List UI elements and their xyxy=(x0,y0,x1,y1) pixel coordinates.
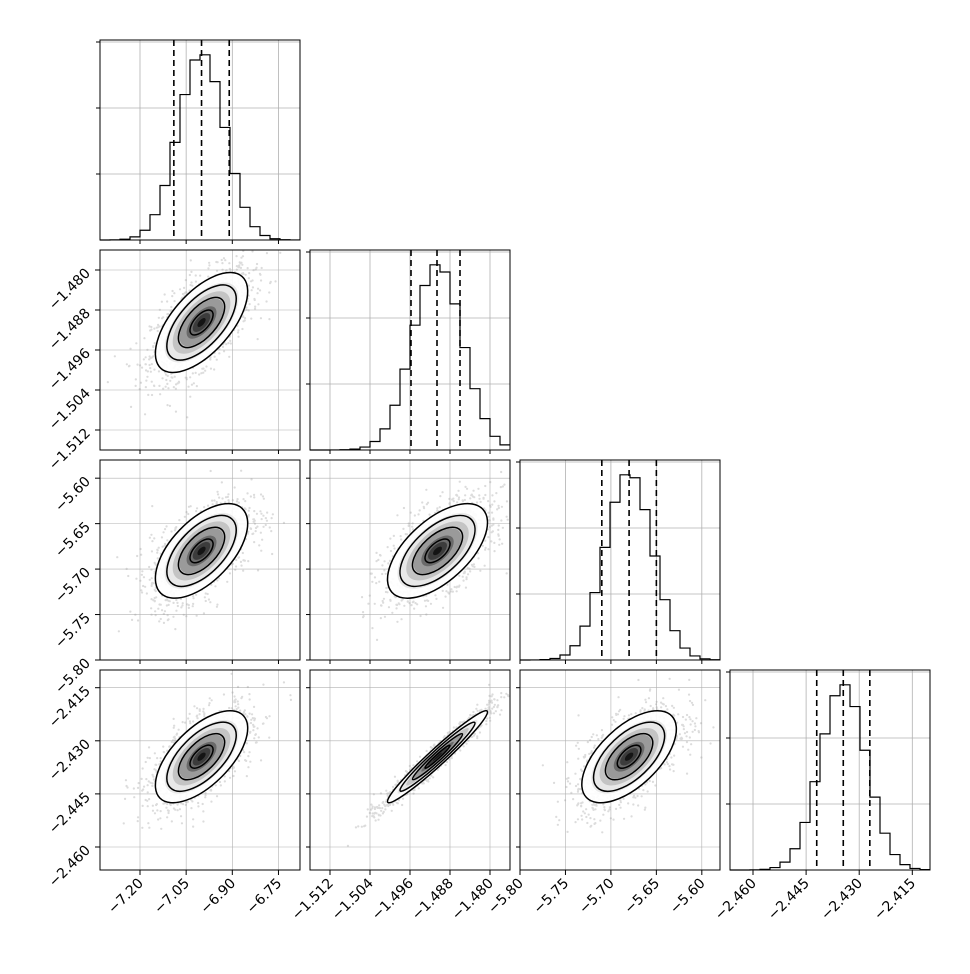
contour-3 xyxy=(581,709,678,804)
panel-3-1 xyxy=(309,669,511,871)
contour-3 xyxy=(154,502,249,599)
x-tick-label: −7.20 xyxy=(105,876,147,918)
contour-1 xyxy=(411,732,464,781)
density-level-6 xyxy=(624,752,634,761)
panel-frame-3-0 xyxy=(99,669,301,871)
y-tick-label: −1.504 xyxy=(46,385,94,433)
y-tick-label: −1.480 xyxy=(46,266,94,314)
contour-0 xyxy=(189,744,214,769)
panel-content-3-1 xyxy=(310,670,510,870)
y-tick-label: −5.60 xyxy=(52,474,94,516)
x-tick-label: −2.460 xyxy=(712,876,760,924)
x-tick-label: −1.480 xyxy=(449,876,497,924)
panel-1-0 xyxy=(99,249,301,451)
y-tick-label: −2.445 xyxy=(46,789,94,837)
y-tick-label: −1.496 xyxy=(46,345,94,393)
panel-2-1 xyxy=(309,459,511,661)
contour-2 xyxy=(592,721,666,792)
contour-1 xyxy=(177,732,226,781)
panel-3-2 xyxy=(519,669,721,871)
contour-0 xyxy=(424,744,451,769)
x-tick-label: −6.75 xyxy=(244,876,286,918)
density-level-6 xyxy=(197,317,206,327)
x-tick-label: −1.496 xyxy=(369,875,417,923)
contour-3 xyxy=(386,709,489,804)
hist-panel-2 xyxy=(516,459,721,661)
x-tick-label: −1.504 xyxy=(329,875,377,923)
hist-panel-3 xyxy=(726,669,931,871)
x-tick-label: −5.75 xyxy=(531,876,573,918)
y-tick-label: −5.70 xyxy=(52,565,94,607)
panel-2-0 xyxy=(99,459,301,661)
y-tick-label: −5.65 xyxy=(52,519,94,561)
y-tick-label: −5.75 xyxy=(52,610,94,652)
density-level-6 xyxy=(197,546,206,556)
contour-1 xyxy=(177,526,226,576)
panel-content-2-0 xyxy=(100,460,300,660)
contour-0 xyxy=(189,309,214,336)
x-tick-label: −5.65 xyxy=(622,876,664,918)
panel-content-3-0 xyxy=(100,670,300,870)
panel-content-1-0 xyxy=(100,250,300,450)
panel-content-3-2 xyxy=(520,670,720,870)
x-tick-label: −2.415 xyxy=(871,876,919,924)
contour-2 xyxy=(166,514,237,588)
contour-2 xyxy=(399,721,476,792)
contour-1 xyxy=(177,296,226,349)
hist-frame-3 xyxy=(729,669,931,871)
x-tick-label: −5.70 xyxy=(576,876,618,918)
panel-frame-3-2 xyxy=(519,669,721,871)
contour-1 xyxy=(411,526,464,576)
contour-0 xyxy=(424,538,451,564)
contour-1 xyxy=(604,732,654,781)
x-tick-label: −6.90 xyxy=(197,876,239,918)
x-tick-label: −2.445 xyxy=(765,876,813,924)
panel-content-2-1 xyxy=(310,460,510,660)
x-tick-label: −1.488 xyxy=(409,876,457,924)
hist-panel-0 xyxy=(96,39,301,241)
x-tick-label: −2.430 xyxy=(818,876,866,924)
contour-0 xyxy=(189,538,214,564)
y-tick-label: −2.430 xyxy=(46,736,94,784)
contour-3 xyxy=(154,709,249,804)
panel-frame-2-0 xyxy=(99,459,301,661)
contour-3 xyxy=(386,502,489,599)
hist-frame-0 xyxy=(99,39,301,241)
contour-3 xyxy=(154,271,249,374)
hist-frame-2 xyxy=(519,459,721,661)
x-tick-label: −7.05 xyxy=(151,876,193,918)
contour-2 xyxy=(166,721,237,792)
histogram-0 xyxy=(100,54,300,241)
histogram-2 xyxy=(520,474,720,661)
y-tick-label: −1.512 xyxy=(46,426,94,474)
x-tick-label: −1.512 xyxy=(289,876,337,924)
y-tick-label: −2.460 xyxy=(46,843,94,891)
panel-3-0 xyxy=(99,669,301,871)
density-level-6 xyxy=(432,752,442,761)
contour-2 xyxy=(166,284,237,361)
x-tick-label: −5.60 xyxy=(667,876,709,918)
density-level-6 xyxy=(433,546,443,556)
histogram-3 xyxy=(730,684,930,871)
density-level-6 xyxy=(197,752,206,761)
contour-0 xyxy=(616,744,642,769)
contour-2 xyxy=(399,514,476,588)
y-tick-label: −1.488 xyxy=(46,306,94,354)
hist-panel-1 xyxy=(306,249,511,451)
